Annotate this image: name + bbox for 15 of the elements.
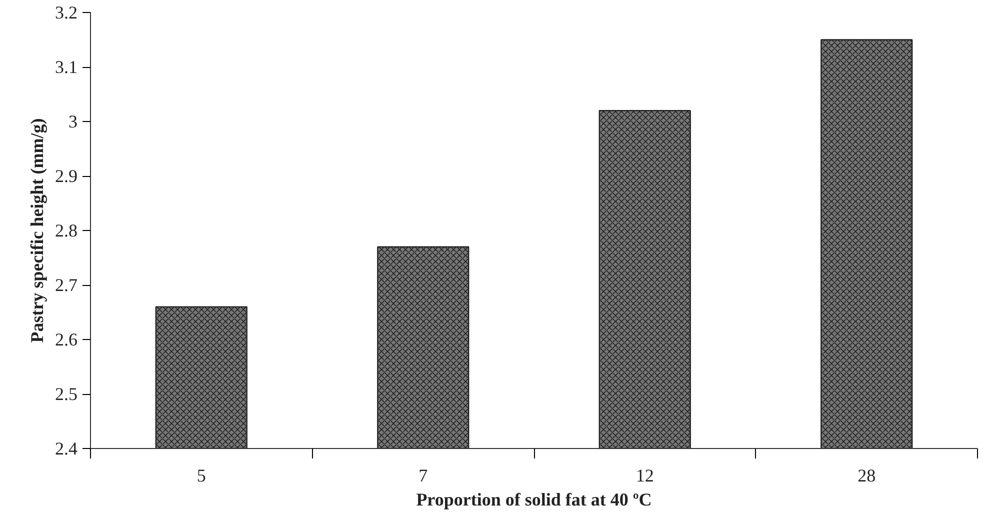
y-tick-label: 3.2 bbox=[55, 2, 78, 22]
y-tick-label: 2.4 bbox=[55, 438, 78, 458]
x-tick-label: 5 bbox=[196, 466, 206, 486]
y-tick-label: 2.5 bbox=[55, 384, 78, 404]
y-tick-label: 3 bbox=[68, 112, 78, 132]
x-axis-title: Proportion of solid fat at 40 ºC bbox=[416, 490, 652, 510]
y-tick-label: 2.8 bbox=[55, 220, 78, 240]
x-tick-label: 28 bbox=[858, 466, 876, 486]
y-tick-label: 3.1 bbox=[55, 57, 78, 77]
x-tick-label: 12 bbox=[636, 466, 654, 486]
y-tick-label: 2.7 bbox=[55, 275, 78, 295]
y-tick-label: 2.9 bbox=[55, 166, 78, 186]
y-axis-title: Pastry specific height (mm/g) bbox=[27, 118, 47, 343]
y-tick-label: 2.6 bbox=[55, 330, 78, 350]
x-tick-label: 7 bbox=[418, 466, 428, 486]
